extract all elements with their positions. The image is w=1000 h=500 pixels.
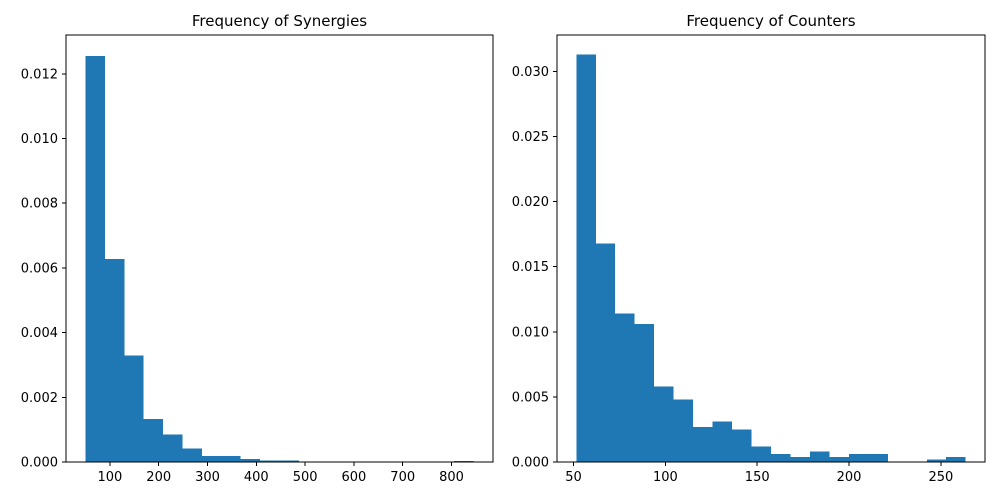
synergies-histogram-bar [279,460,299,462]
counters-histogram-bar [634,324,655,462]
synergies-chart-title: Frequency of Synergies [192,12,367,30]
synergies-plot-frame [65,34,494,463]
counters-x-tick-label: 50 [565,470,582,485]
counters-histogram-bar [926,459,947,462]
counters-chart-title: Frequency of Counters [686,12,855,30]
synergies-x-tick-label: 600 [342,470,367,485]
counters-histogram-bar [809,451,830,462]
counters-histogram-bar [576,54,596,463]
synergies-x-tick-label: 800 [439,470,464,485]
synergies-y-tick-label: 0.000 [21,456,58,471]
synergies-x-tick-label: 200 [146,470,171,485]
counters-histogram-bar [771,454,791,462]
synergies-y-tick-label: 0.008 [21,197,58,212]
counters-y-tick-label: 0.025 [512,130,549,145]
counters-histogram-bar [790,456,810,462]
counters-histogram-bar [946,456,966,462]
counters-y-tick-label: 0.000 [512,456,549,471]
synergies-x-tick-label: 300 [195,470,220,485]
counters-histogram-bar [848,454,869,462]
counters-x-tick-label: 200 [837,470,862,485]
synergies-histogram-bar [221,456,241,462]
counters-histogram-panel: Frequency of Counters 50 100 150 200 250 0.00… [512,12,986,485]
synergies-y-tick-label: 0.010 [21,132,58,147]
counters-y-tick-label: 0.010 [512,325,549,340]
counters-y-tick-label: 0.005 [512,390,549,405]
counters-histogram-bar [751,446,771,462]
synergies-x-tick-label: 500 [293,470,318,485]
counters-y-tick-label: 0.030 [512,65,549,80]
synergies-histogram-bar [240,458,261,462]
synergies-histogram-bar [104,259,125,462]
counters-histogram-bar [654,386,674,462]
counters-histogram-bar [595,243,616,462]
counters-histogram-bar [693,426,713,462]
synergies-histogram-bar [260,460,280,462]
counters-y-tick-label: 0.015 [512,260,549,275]
synergies-y-tick-label: 0.002 [21,391,58,406]
counters-histogram-bar [615,313,635,462]
counters-histogram-bar [712,421,733,462]
synergies-x-tick-label: 100 [98,470,123,485]
synergies-x-tick-label: 400 [244,470,269,485]
synergies-y-tick-label: 0.006 [21,261,58,276]
synergies-histogram-bar [182,448,202,462]
synergies-histogram-bar [201,456,222,462]
counters-plot-frame [556,34,986,463]
counters-histogram-bar [732,429,752,462]
counters-histogram-bar [829,456,849,462]
counters-y-tick-label: 0.020 [512,195,549,210]
synergies-histogram-bar [85,56,105,462]
synergies-y-tick-label: 0.012 [21,67,58,82]
counters-histogram-bar [868,454,888,462]
counters-x-tick-label: 100 [653,470,678,485]
synergies-histogram-bar [124,355,144,462]
synergies-histogram-bar [163,434,183,462]
synergies-histogram-panel: Frequency of Synergies 100 200 300 400 500 60… [21,12,494,485]
synergies-y-tick-label: 0.004 [21,326,58,341]
counters-x-tick-label: 250 [929,470,954,485]
counters-histogram-bar [673,399,694,462]
synergies-x-tick-label: 700 [390,470,415,485]
counters-x-tick-label: 150 [745,470,770,485]
synergies-histogram-bar [143,418,164,462]
